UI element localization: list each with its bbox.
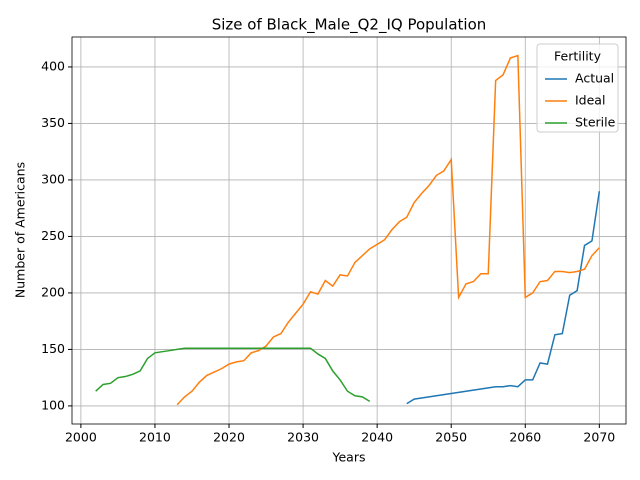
x-tick-label: 2020	[213, 430, 245, 445]
x-tick-label: 2060	[509, 430, 541, 445]
series-line	[176, 54, 600, 406]
chart-title: Size of Black_Male_Q2_IQ Population	[212, 16, 487, 35]
x-tick-label: 2040	[361, 430, 393, 445]
legend-label: Ideal	[575, 93, 605, 108]
x-tick-label: 2000	[65, 430, 97, 445]
x-tick-label: 2010	[139, 430, 171, 445]
x-tick-label: 2070	[583, 430, 615, 445]
y-tick-label: 150	[41, 341, 65, 356]
legend-title: Fertility	[554, 49, 602, 64]
legend-box	[536, 43, 619, 133]
plot-frame	[71, 36, 627, 425]
y-tick-label: 350	[41, 115, 65, 130]
y-tick-label: 300	[41, 171, 65, 186]
y-tick-label: 200	[41, 284, 65, 299]
y-tick-label: 250	[41, 228, 65, 243]
legend-label: Actual	[575, 71, 614, 86]
legend-label: Sterile	[575, 115, 616, 130]
x-tick-label: 2030	[287, 430, 319, 445]
legend: Fertility Actual Ideal Sterile	[536, 43, 619, 133]
series-line	[95, 347, 371, 403]
y-axis-label: Number of Americans	[13, 162, 28, 298]
y-tick-label: 100	[41, 397, 65, 412]
x-tick-label: 2050	[435, 430, 467, 445]
series-line	[406, 191, 601, 405]
y-tick-label: 400	[41, 58, 65, 73]
x-axis-label: Years	[332, 450, 366, 465]
